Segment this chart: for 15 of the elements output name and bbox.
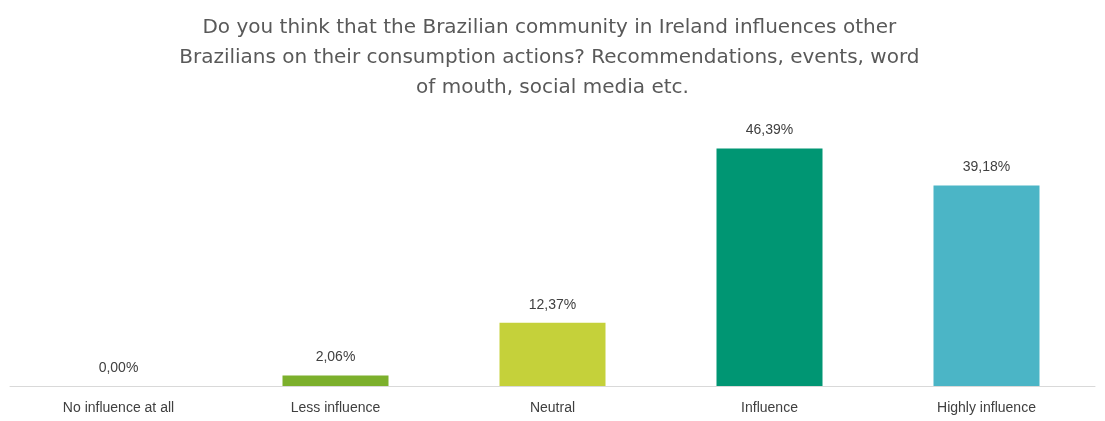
data-label: 39,18% (962, 158, 1011, 175)
data-label: 46,39% (745, 121, 794, 138)
bar (933, 185, 1040, 386)
x-tick-label: Less influence (290, 399, 381, 415)
x-tick-label: Influence (741, 399, 799, 415)
chart-title: Do you think that the Brazilian community in Ireland influences other Brazilians on their consumption actions? Recommendations, events, word of mouth, social media etc. (179, 14, 926, 98)
x-tick-label: Highly influence (937, 399, 1037, 415)
data-label: 2,06% (315, 348, 356, 365)
x-tick-label: Neutral (529, 399, 576, 415)
bar (282, 375, 389, 386)
data-label: 12,37% (528, 295, 577, 312)
x-tick-label: No influence at all (62, 399, 175, 415)
bar (716, 148, 823, 386)
bar (499, 322, 606, 386)
data-label: 0,00% (98, 359, 139, 375)
